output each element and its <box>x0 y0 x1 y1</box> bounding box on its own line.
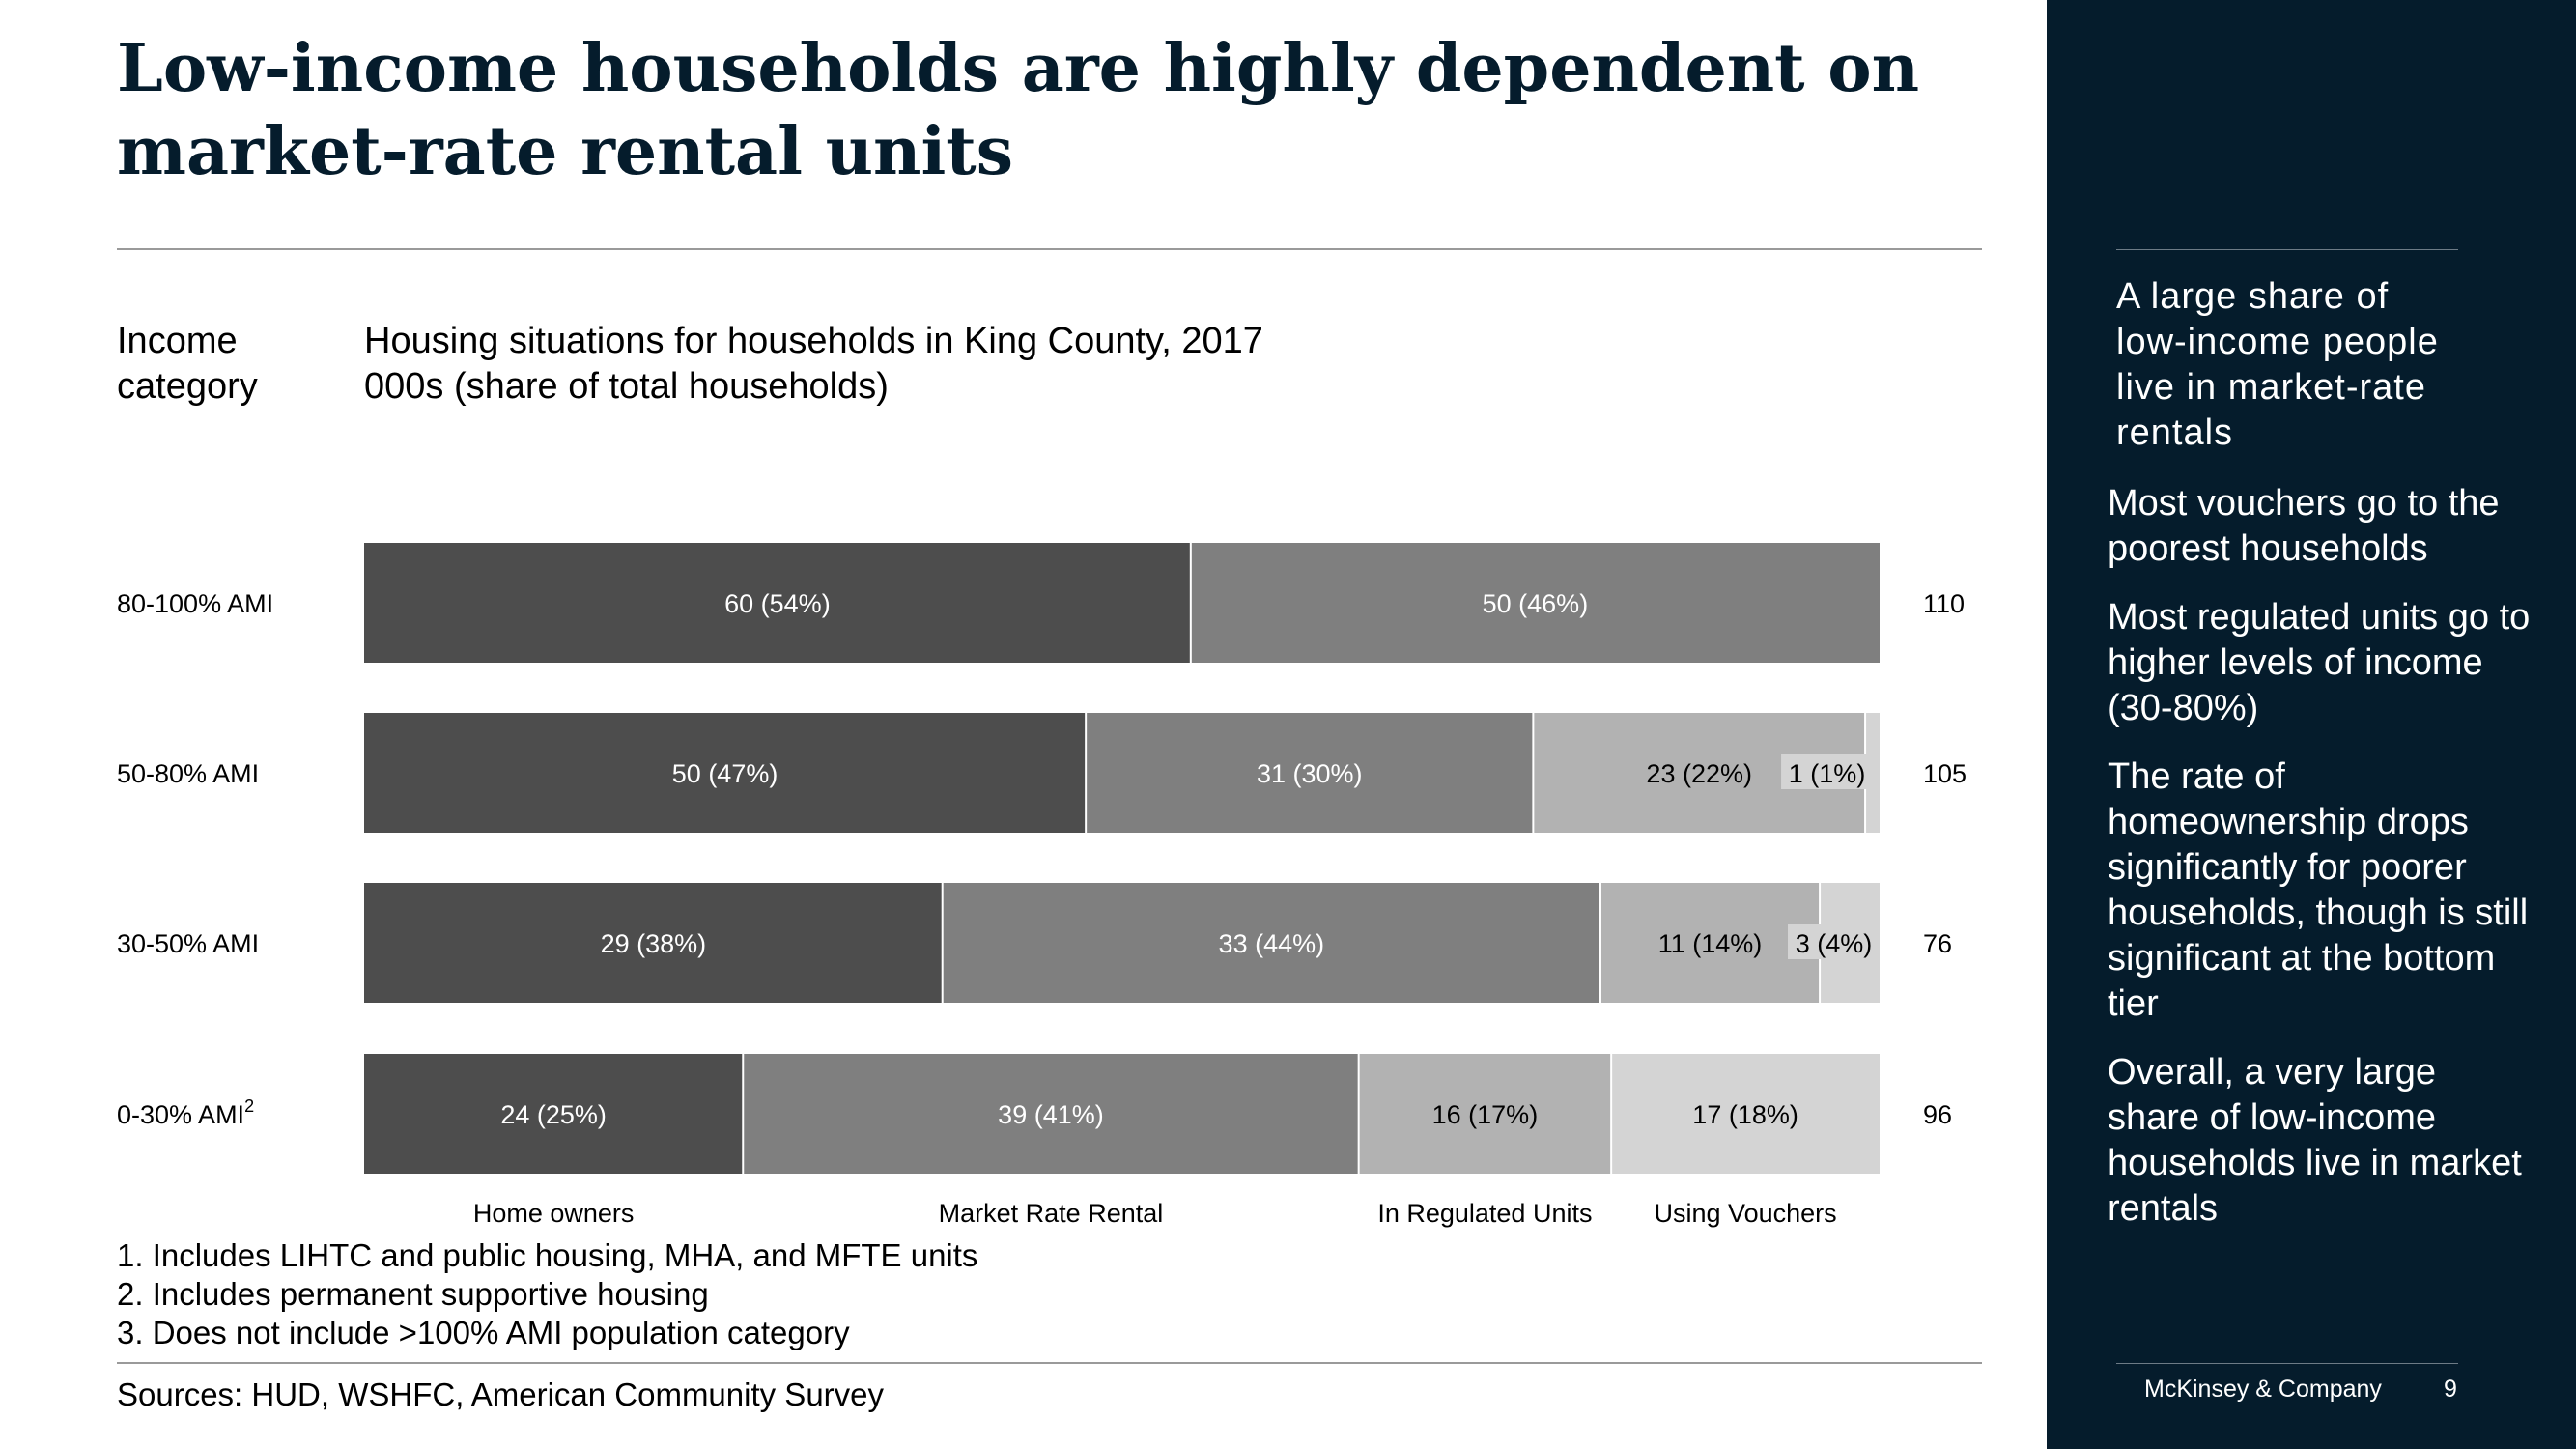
legend-label: Market Rate Rental <box>939 1199 1164 1228</box>
chart-subtitle: 000s (share of total households) <box>364 366 889 407</box>
data-label-box <box>1788 924 1880 959</box>
data-label: 11 (14%) <box>1658 929 1763 958</box>
row-total-label: 105 <box>1923 759 1967 788</box>
footnote-1: 1. Includes LIHTC and public housing, MH… <box>117 1237 978 1273</box>
row-total-label: 110 <box>1923 589 1965 618</box>
legend-label: Home owners <box>473 1199 635 1228</box>
sidebar-point-3: The rate of homeownership drops signific… <box>2108 756 2529 1024</box>
category-label: 80-100% AMI <box>117 589 273 618</box>
sidebar-point-2: Most regulated units go to higher levels… <box>2108 597 2531 728</box>
data-label: 16 (17%) <box>1432 1100 1539 1129</box>
footnotes: 1. Includes LIHTC and public housing, MH… <box>117 1236 1662 1352</box>
sources: Sources: HUD, WSHFC, American Community … <box>117 1377 885 1412</box>
row-total-label: 96 <box>1923 1100 1952 1129</box>
category-label: 50-80% AMI <box>117 759 259 788</box>
data-label: 60 (54%) <box>724 589 831 618</box>
data-label: 33 (44%) <box>1219 929 1325 958</box>
sidebar-points: Most vouchers go to the poorest househol… <box>2108 481 2533 1255</box>
bar-segment <box>743 1054 1359 1174</box>
legend-label: Using Vouchers <box>1655 1199 1837 1228</box>
data-label: 29 (38%) <box>601 929 707 958</box>
chart-title: Housing situations for households in Kin… <box>364 321 1263 361</box>
sidebar-bottom-rule <box>2116 1363 2458 1364</box>
bar-segment <box>364 713 1087 833</box>
data-label: 3 (4%) <box>1796 929 1873 958</box>
bar-segment <box>1190 543 1880 663</box>
row-total-label: 76 <box>1923 929 1952 958</box>
slide-title: Low-income households are highly depende… <box>117 30 1920 190</box>
category-superscript: 2 <box>244 1096 254 1116</box>
bar-segment <box>364 543 1191 663</box>
bar-segment <box>364 883 943 1003</box>
sidebar-point-4: Overall, a very large share of low-incom… <box>2108 1052 2522 1229</box>
footnote-2: 2. Includes permanent supportive housing <box>117 1276 709 1312</box>
category-label: 30-50% AMI <box>117 929 259 958</box>
title-divider <box>117 248 1982 250</box>
data-label: 50 (47%) <box>672 759 778 788</box>
bar-segment <box>1611 1054 1880 1174</box>
bar-segment <box>1358 1054 1612 1174</box>
income-category-label: Income category <box>117 321 258 407</box>
data-label-box <box>1781 754 1874 789</box>
bar-segment <box>1599 883 1821 1003</box>
sidebar-panel <box>2047 0 2576 1449</box>
data-label: 50 (46%) <box>1483 589 1589 618</box>
sidebar-point-1: Most vouchers go to the poorest househol… <box>2108 483 2500 569</box>
data-label: 39 (41%) <box>998 1100 1104 1129</box>
sidebar-top-rule <box>2116 249 2458 250</box>
stacked-bar-chart: 80-100% AMI 60 (54%) 50 (46%) 110 50-80% AMI… <box>117 543 1967 1228</box>
bar-segment <box>942 883 1600 1003</box>
page-number: 9 <box>2444 1376 2457 1403</box>
sources-divider <box>117 1362 1982 1364</box>
footnote-3: 3. Does not include >100% AMI population… <box>117 1315 850 1350</box>
sidebar-headline: A large share of low-income people live … <box>2116 276 2439 453</box>
legend-label: In Regulated Units <box>1377 1199 1592 1228</box>
data-label: 17 (18%) <box>1692 1100 1798 1129</box>
data-label: 23 (22%) <box>1646 759 1752 788</box>
brand-logo-text: McKinsey & Company <box>2144 1376 2382 1403</box>
bar-segment <box>364 1054 744 1174</box>
bar-segment <box>1086 713 1534 833</box>
data-label: 1 (1%) <box>1789 759 1866 788</box>
category-label: 0-30% AMI2 <box>117 1096 254 1129</box>
data-label: 31 (30%) <box>1257 759 1363 788</box>
data-label: 24 (25%) <box>500 1100 607 1129</box>
